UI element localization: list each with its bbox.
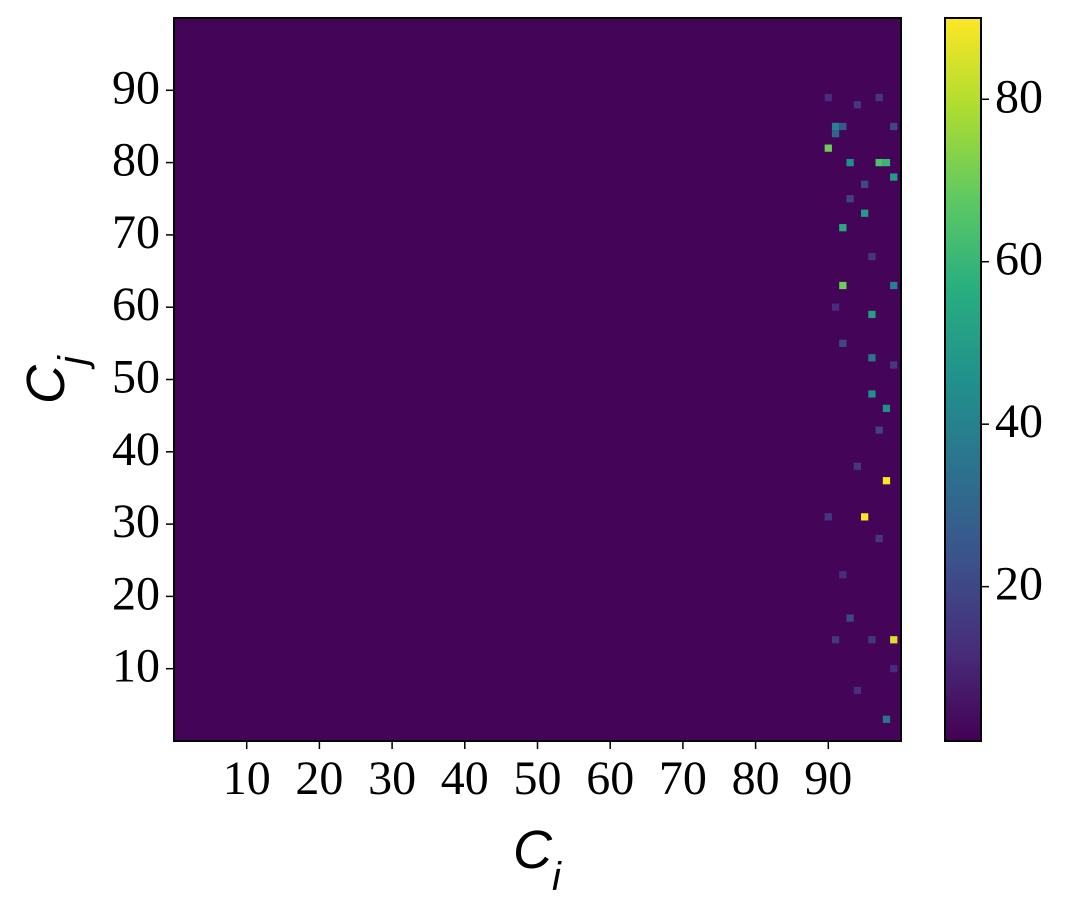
heatmap-cell <box>853 101 862 109</box>
heatmap-cell <box>846 614 854 622</box>
heatmap-background <box>174 18 901 741</box>
heatmap-cell <box>890 173 898 181</box>
colorbar-tick-label: 40 <box>995 395 1043 448</box>
heatmap-cell <box>839 224 847 232</box>
x-tick-label: 70 <box>659 752 707 805</box>
heatmap-cell <box>868 390 876 398</box>
y-tick-label: 30 <box>112 495 160 548</box>
heatmap-cell <box>875 534 883 543</box>
heatmap-cell <box>861 209 869 217</box>
heatmap-cell <box>839 122 847 131</box>
x-tick-label: 40 <box>441 752 489 805</box>
x-tick-label: 10 <box>223 752 271 805</box>
y-tick-label: 20 <box>112 567 160 620</box>
colorbar-tick-label: 20 <box>995 558 1043 611</box>
heatmap-cell <box>861 180 869 188</box>
heatmap-cell <box>846 195 854 203</box>
x-tick-label: 20 <box>295 752 343 805</box>
x-tick-label: 30 <box>368 752 416 805</box>
colorbar-tick-label: 80 <box>995 70 1043 123</box>
colorbar-tick-label: 60 <box>995 233 1043 286</box>
x-tick-label: 90 <box>804 752 852 805</box>
x-tick-label: 80 <box>732 752 780 805</box>
heatmap-cell <box>875 158 883 167</box>
heatmap-cell <box>868 310 876 319</box>
heatmap-cell <box>853 686 862 695</box>
heatmap-cell <box>890 281 898 290</box>
heatmap-cell <box>831 122 840 131</box>
heatmap-cell <box>882 158 891 167</box>
heatmap-cell <box>868 252 876 261</box>
heatmap-cell <box>831 636 840 644</box>
heatmap-cell <box>890 361 898 369</box>
heatmap-cell <box>831 303 840 311</box>
heatmap-cell <box>824 93 832 102</box>
heatmap-cell <box>890 636 898 644</box>
y-tick-label: 60 <box>112 278 160 331</box>
heatmap-cell <box>882 715 891 723</box>
y-tick-label: 90 <box>112 61 160 114</box>
heatmap-cell <box>839 339 847 347</box>
heatmap-cell <box>882 404 891 413</box>
y-tick-label: 10 <box>112 640 160 693</box>
x-axis-label: Ci <box>513 820 562 899</box>
heatmap-cell <box>839 571 847 579</box>
heatmap-cell <box>875 426 883 434</box>
heatmap-cell <box>839 281 847 290</box>
heatmap-cell <box>824 513 832 521</box>
heatmap-cell <box>831 130 840 138</box>
heatmap-cell <box>853 462 862 470</box>
heatmap-cell <box>875 93 883 102</box>
heatmap-cell <box>882 477 891 485</box>
heatmap-cell <box>868 636 876 644</box>
heatmap-cell <box>846 158 854 167</box>
y-tick-label: 70 <box>112 206 160 259</box>
heatmap-cell <box>890 122 898 131</box>
heatmap-cell <box>824 144 832 152</box>
x-tick-label: 60 <box>586 752 634 805</box>
x-tick-label: 50 <box>514 752 562 805</box>
heatmap-cell <box>890 665 898 673</box>
colorbar <box>944 17 982 742</box>
y-tick-label: 50 <box>112 351 160 404</box>
heatmap-cell <box>861 513 869 521</box>
heatmap-cell <box>868 354 876 362</box>
y-tick-label: 40 <box>112 423 160 476</box>
y-axis-label: Cj <box>16 355 95 404</box>
y-tick-label: 80 <box>112 134 160 187</box>
